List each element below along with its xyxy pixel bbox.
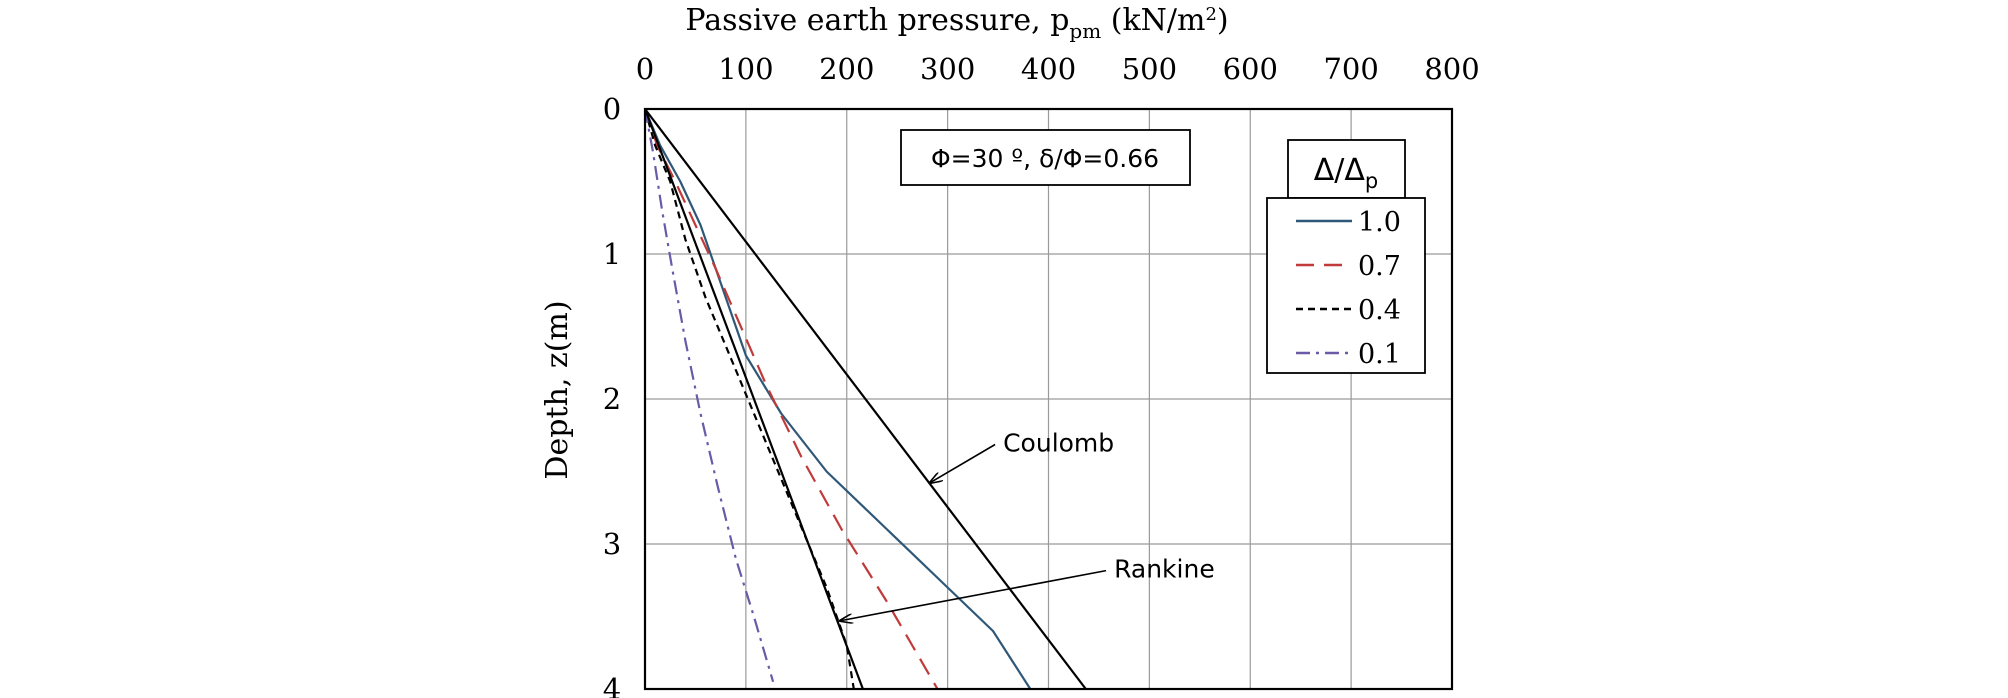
x-axis-title-superscript: 2 xyxy=(1205,4,1216,25)
legend-entries: 1.0 0.7 0.4 0.1 xyxy=(1296,207,1401,370)
x-tick-label-400: 400 xyxy=(1021,52,1076,86)
legend-title: Δ/Δp xyxy=(1314,153,1379,193)
legend-label-0-7: 0.7 xyxy=(1358,251,1401,282)
y-axis-title: Depth, z(m) xyxy=(540,300,575,479)
x-tick-label-700: 700 xyxy=(1323,52,1378,86)
legend-label-1-0: 1.0 xyxy=(1358,207,1401,238)
series-line-rankine xyxy=(643,108,864,690)
x-tick-label-500: 500 xyxy=(1122,52,1177,86)
y-tick-label-3: 3 xyxy=(603,527,621,561)
y-tick-label-2: 2 xyxy=(603,382,621,416)
x-tick-label-800: 800 xyxy=(1424,52,1479,86)
x-axis-title-prefix: Passive earth pressure, p xyxy=(685,3,1069,38)
x-tick-label-600: 600 xyxy=(1223,52,1278,86)
legend-label-0-1: 0.1 xyxy=(1358,339,1401,370)
y-tick-label-1: 1 xyxy=(603,237,621,271)
legend: Δ/Δp 1.0 0.7 0.4 0.1 xyxy=(1266,139,1426,374)
series-line-0-1 xyxy=(643,108,775,683)
annotation-arrow-coulomb xyxy=(929,443,996,484)
parameter-box-text: Φ=30 º, δ/Φ=0.66 xyxy=(931,144,1159,173)
x-tick-label-200: 200 xyxy=(819,52,874,86)
y-tick-label-4: 4 xyxy=(603,672,621,698)
legend-entries-box xyxy=(1266,197,1426,374)
legend-title-subscript: p xyxy=(1365,169,1378,193)
parameter-box: Φ=30 º, δ/Φ=0.66 xyxy=(900,129,1191,186)
series-lines xyxy=(643,108,1087,690)
series-line-coulomb xyxy=(644,108,1087,690)
series-line-0-7 xyxy=(643,108,939,690)
tick-labels: 0 100 200 300 400 500 600 700 800 0 1 2 3 4 xyxy=(603,52,1480,698)
x-axis-title-unit: (kN/m xyxy=(1101,3,1205,38)
x-axis-title-subscript: pm xyxy=(1069,19,1101,43)
plot-frame xyxy=(643,107,1454,691)
annotation-rankine: Rankine xyxy=(1114,555,1215,584)
annotation-arrow-rankine xyxy=(840,569,1107,621)
legend-title-box xyxy=(1287,139,1406,199)
series-line-0-4 xyxy=(643,108,855,690)
x-tick-label-100: 100 xyxy=(718,52,773,86)
line-annotations: Coulomb Rankine xyxy=(840,429,1215,621)
legend-label-0-4: 0.4 xyxy=(1358,295,1401,326)
legend-title-main: Δ/Δ xyxy=(1314,153,1366,188)
x-tick-label-300: 300 xyxy=(920,52,975,86)
x-tick-label-0: 0 xyxy=(636,52,654,86)
series-line-1-0 xyxy=(643,108,1032,690)
parameter-box-frame xyxy=(900,129,1191,186)
x-axis-title: Passive earth pressure, ppm (kN/m2) xyxy=(685,3,1228,43)
y-tick-label-0: 0 xyxy=(603,92,621,126)
x-axis-title-end: ) xyxy=(1217,3,1229,38)
annotation-coulomb: Coulomb xyxy=(1003,429,1114,458)
